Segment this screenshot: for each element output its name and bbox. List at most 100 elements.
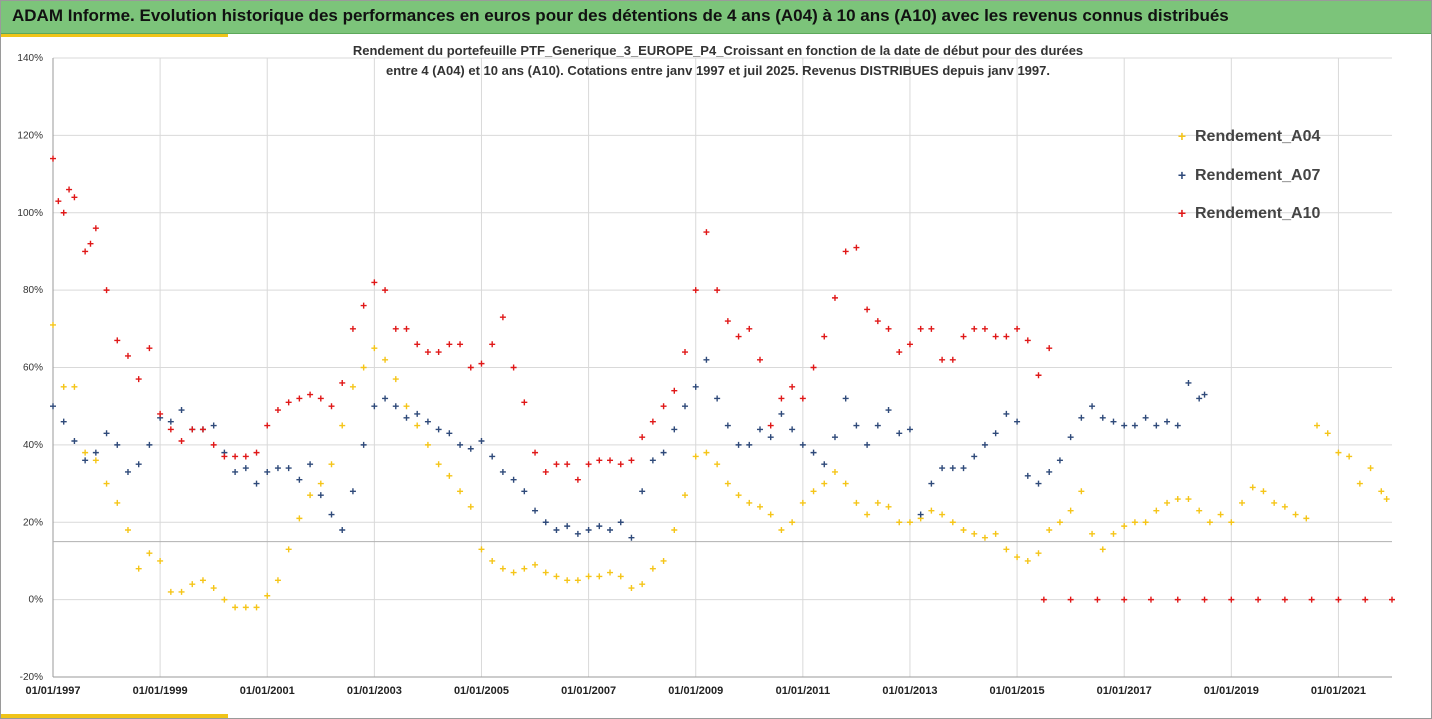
- data-point: [874, 318, 881, 325]
- data-point: [210, 585, 217, 592]
- data-point: [896, 430, 903, 437]
- data-point: [478, 546, 485, 553]
- data-point: [960, 526, 967, 533]
- data-point: [928, 480, 935, 487]
- data-point: [949, 465, 956, 472]
- data-point: [810, 488, 817, 495]
- data-point: [703, 449, 710, 456]
- data-point: [607, 526, 614, 533]
- y-tick-label: 20%: [23, 517, 43, 528]
- data-point: [232, 604, 239, 611]
- data-point: [831, 468, 838, 475]
- data-point: [981, 325, 988, 332]
- data-point: [1067, 434, 1074, 441]
- data-point: [339, 379, 346, 386]
- data-point: [553, 573, 560, 580]
- data-point: [50, 155, 56, 162]
- data-point: [831, 434, 838, 441]
- data-point: [135, 376, 142, 383]
- data-point: [296, 395, 303, 402]
- data-point: [521, 399, 528, 406]
- grid: [52, 57, 1392, 678]
- data-point: [392, 325, 399, 332]
- data-point: [906, 426, 913, 433]
- data-point: [242, 465, 249, 472]
- data-point: [489, 453, 496, 460]
- data-point: [1056, 457, 1063, 464]
- data-point: [1174, 596, 1181, 603]
- data-point: [1356, 480, 1363, 487]
- series-a07: [50, 356, 1208, 541]
- data-point: [1024, 557, 1031, 564]
- data-point: [1014, 554, 1021, 561]
- data-point: [232, 453, 239, 460]
- data-point: [853, 499, 860, 506]
- data-point: [424, 441, 431, 448]
- x-tick-label: 01/01/2001: [240, 685, 295, 697]
- data-point: [1046, 468, 1053, 475]
- data-point: [1201, 596, 1208, 603]
- data-point: [960, 465, 967, 472]
- data-point: [542, 519, 549, 526]
- data-point: [724, 318, 731, 325]
- data-point: [167, 418, 174, 425]
- data-point: [917, 325, 924, 332]
- data-point: [446, 430, 453, 437]
- data-point: [1142, 519, 1149, 526]
- data-point: [906, 341, 913, 348]
- data-point: [1196, 507, 1203, 514]
- data-point: [778, 410, 785, 417]
- data-point: [339, 526, 346, 533]
- data-point: [60, 383, 67, 390]
- data-point: [971, 325, 978, 332]
- data-point: [124, 526, 131, 533]
- data-point: [735, 333, 742, 340]
- data-point: [146, 550, 153, 557]
- data-point: [1067, 596, 1074, 603]
- data-point: [167, 426, 174, 433]
- data-point: [339, 422, 346, 429]
- data-point: [328, 511, 335, 518]
- data-point: [467, 364, 474, 371]
- data-point: [1110, 418, 1117, 425]
- data-point: [382, 287, 389, 294]
- x-tick-label: 01/01/2009: [668, 685, 723, 697]
- data-point: [1099, 414, 1106, 421]
- data-point: [92, 225, 99, 232]
- data-point: [1024, 472, 1031, 479]
- data-point: [1249, 484, 1256, 491]
- data-point: [596, 573, 603, 580]
- data-point: [885, 407, 892, 414]
- data-point: [853, 244, 860, 251]
- data-point: [896, 349, 903, 356]
- data-point: [1164, 418, 1171, 425]
- data-point: [1121, 523, 1128, 530]
- data-point: [253, 604, 260, 611]
- data-point: [553, 526, 560, 533]
- data-point: [799, 441, 806, 448]
- data-point: [939, 465, 946, 472]
- data-point: [767, 434, 774, 441]
- data-point: [682, 403, 689, 410]
- data-point: [574, 577, 581, 584]
- data-point: [457, 441, 464, 448]
- data-point: [414, 410, 421, 417]
- data-point: [317, 480, 324, 487]
- data-point: [949, 356, 956, 363]
- series-a10: [50, 155, 1395, 603]
- y-tick-label: 0%: [29, 595, 44, 606]
- data-point: [392, 403, 399, 410]
- x-tick-label: 01/01/2011: [776, 685, 830, 697]
- data-point: [746, 441, 753, 448]
- data-point: [1142, 414, 1149, 421]
- chart-title-line-2: entre 4 (A04) et 10 ans (A10). Cotations…: [386, 63, 1050, 78]
- data-point: [135, 565, 142, 572]
- data-point: [1314, 422, 1321, 429]
- data-point: [285, 399, 292, 406]
- data-point: [842, 480, 849, 487]
- data-point: [981, 534, 988, 541]
- data-point: [628, 457, 635, 464]
- data-point: [885, 325, 892, 332]
- data-point: [649, 418, 656, 425]
- series-a04: [50, 321, 1390, 611]
